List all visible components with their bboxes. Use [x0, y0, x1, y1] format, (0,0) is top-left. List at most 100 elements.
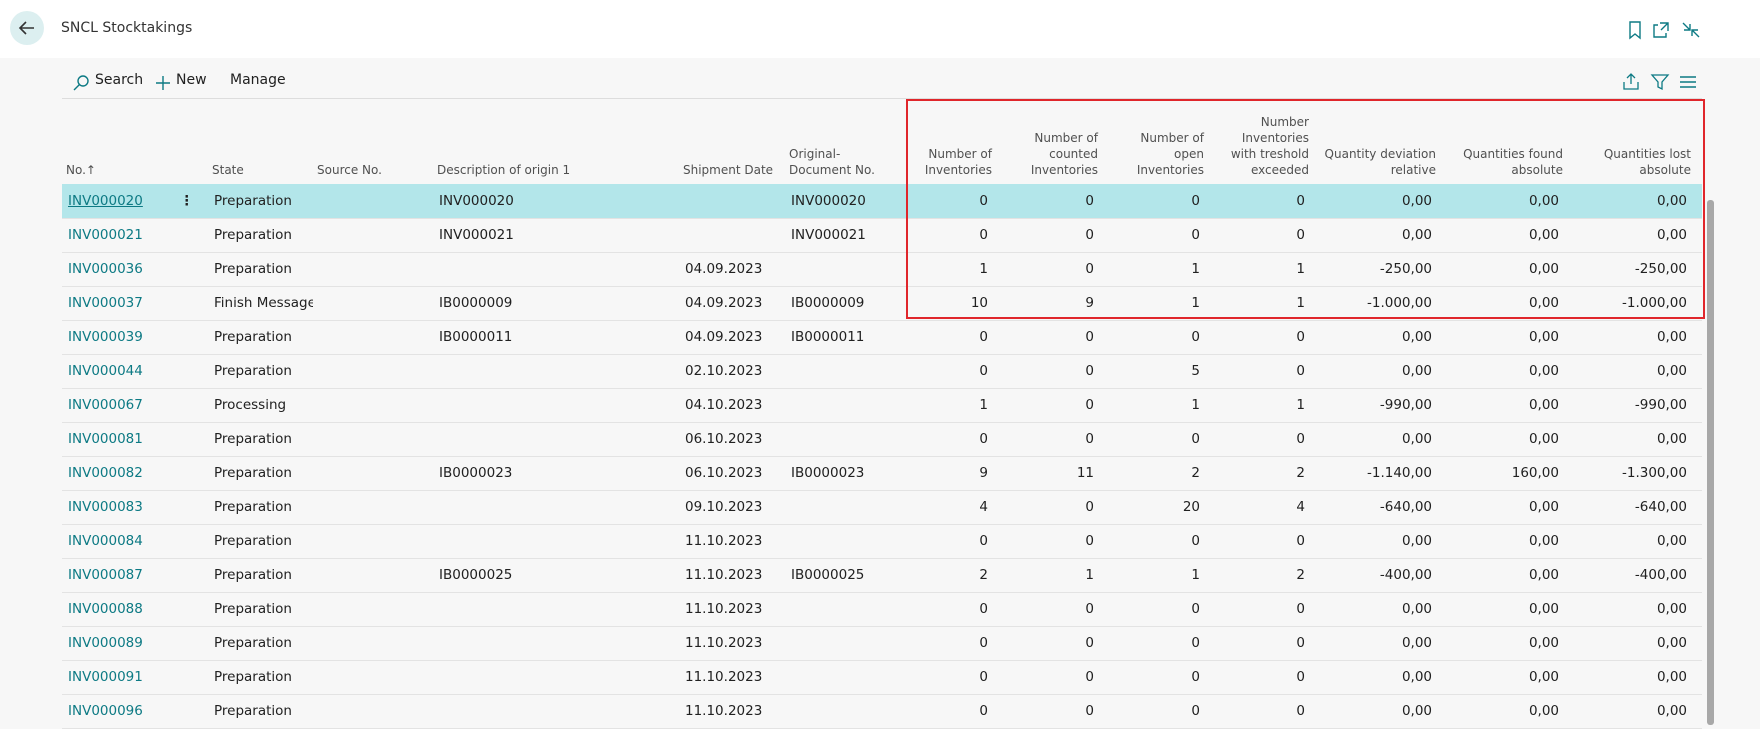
table-cell: 0	[921, 320, 988, 354]
table-cell: 0,00	[1323, 320, 1432, 354]
record-link[interactable]: INV000021	[68, 218, 175, 252]
column-header[interactable]: Quantity deviation relative	[1321, 100, 1436, 178]
table-cell: Preparation	[214, 558, 313, 592]
table-cell: 1	[1006, 558, 1094, 592]
table-cell: 20	[1112, 490, 1200, 524]
table-cell: -640,00	[1323, 490, 1432, 524]
column-header[interactable]: Quantities lost absolute	[1575, 100, 1691, 178]
table-cell: Preparation	[214, 660, 313, 694]
table-cell: 0	[1218, 320, 1305, 354]
record-link[interactable]: INV000067	[68, 388, 175, 422]
column-header[interactable]: Number of Inventories	[919, 100, 992, 178]
table-cell: -1.000,00	[1323, 286, 1432, 320]
manage-action[interactable]: Manage	[230, 72, 286, 88]
record-link[interactable]: INV000091	[68, 660, 175, 694]
column-header[interactable]: State	[212, 100, 309, 178]
record-link[interactable]: INV000096	[68, 694, 175, 728]
table-cell: 0,00	[1577, 592, 1687, 626]
record-link[interactable]: INV000081	[68, 422, 175, 456]
table-cell: 2	[1218, 456, 1305, 490]
table-cell: 0	[1218, 694, 1305, 728]
column-header[interactable]: Number Inventories with treshold exceede…	[1216, 100, 1309, 178]
table-cell: 0,00	[1577, 218, 1687, 252]
table-cell: IB0000023	[439, 456, 679, 490]
back-button[interactable]	[10, 11, 44, 45]
table-cell: Preparation	[214, 354, 313, 388]
record-link[interactable]: INV000084	[68, 524, 175, 558]
table-cell: 0,00	[1450, 524, 1559, 558]
table-cell: INV000021	[439, 218, 679, 252]
table-cell: 0,00	[1577, 660, 1687, 694]
record-link[interactable]: INV000044	[68, 354, 175, 388]
table-cell: 0	[1112, 184, 1200, 218]
table-cell: -400,00	[1577, 558, 1687, 592]
record-link[interactable]: INV000087	[68, 558, 175, 592]
column-header[interactable]: Shipment Date	[683, 100, 781, 178]
record-link[interactable]: INV000083	[68, 490, 175, 524]
column-header[interactable]: Original-Document No.	[789, 100, 901, 178]
table-cell: -250,00	[1577, 252, 1687, 286]
search-action[interactable]: Search	[95, 72, 143, 88]
column-header-text: Description of origin 1	[437, 162, 570, 178]
column-header-text: Original-Document No.	[789, 146, 901, 178]
table-cell: Preparation	[214, 490, 313, 524]
column-header-text: Number of counted Inventories	[1004, 130, 1098, 178]
record-link[interactable]: INV000088	[68, 592, 175, 626]
table-cell: Preparation	[214, 422, 313, 456]
column-header[interactable]: Source No.	[317, 100, 429, 178]
table-cell: 0	[1112, 218, 1200, 252]
table-cell: 11.10.2023	[685, 694, 785, 728]
column-header-text: Quantities found absolute	[1448, 146, 1563, 178]
table-cell: 0,00	[1577, 694, 1687, 728]
table-cell: INV000021	[791, 218, 905, 252]
table-cell: 11	[1006, 456, 1094, 490]
table-cell: IB0000025	[791, 558, 905, 592]
record-link[interactable]: INV000020	[68, 184, 175, 218]
scrollbar[interactable]	[1707, 200, 1714, 725]
table-cell: 0	[1006, 592, 1094, 626]
record-link[interactable]: INV000036	[68, 252, 175, 286]
table-cell: 9	[921, 456, 988, 490]
table-cell: 0	[1218, 592, 1305, 626]
table-cell: 0	[1006, 252, 1094, 286]
record-link[interactable]: INV000037	[68, 286, 175, 320]
table-cell: -400,00	[1323, 558, 1432, 592]
table-cell: 0	[1218, 422, 1305, 456]
table-cell: 0,00	[1450, 592, 1559, 626]
table-cell: 0,00	[1577, 354, 1687, 388]
table-cell: Preparation	[214, 524, 313, 558]
table-cell: -990,00	[1577, 388, 1687, 422]
record-link[interactable]: INV000082	[68, 456, 175, 490]
row-menu[interactable]: ⋮	[180, 184, 190, 218]
window-icons[interactable]	[1626, 20, 1706, 40]
table-cell: 11.10.2023	[685, 626, 785, 660]
table-cell: 0	[1218, 184, 1305, 218]
column-header[interactable]: Quantities found absolute	[1448, 100, 1563, 178]
table-cell: 0,00	[1323, 184, 1432, 218]
column-header-text: Number of Inventories	[919, 146, 992, 178]
table-cell: 0,00	[1323, 422, 1432, 456]
column-header[interactable]: No. ↑	[66, 100, 171, 178]
list-tools[interactable]	[1622, 72, 1702, 92]
table-cell: 11.10.2023	[685, 660, 785, 694]
sort-icon: ↑	[86, 162, 96, 178]
table-cell: 1	[1112, 286, 1200, 320]
table-cell: 11.10.2023	[685, 558, 785, 592]
table-cell: Preparation	[214, 252, 313, 286]
record-link[interactable]: INV000089	[68, 626, 175, 660]
table-cell: 0,00	[1450, 218, 1559, 252]
new-action[interactable]: New	[176, 72, 207, 88]
top-bar: SNCL Stocktakings	[0, 0, 1760, 58]
column-header[interactable]: Description of origin 1	[437, 100, 675, 178]
table-cell: 0	[1006, 388, 1094, 422]
record-link[interactable]: INV000039	[68, 320, 175, 354]
table-cell: 0	[921, 694, 988, 728]
column-header[interactable]: Number of counted Inventories	[1004, 100, 1098, 178]
table-cell: Preparation	[214, 592, 313, 626]
table-cell: 0	[1218, 354, 1305, 388]
column-header[interactable]: Number of open Inventories	[1110, 100, 1204, 178]
table-cell: 0	[1006, 660, 1094, 694]
table-cell: 06.10.2023	[685, 456, 785, 490]
table-cell: 0	[921, 354, 988, 388]
